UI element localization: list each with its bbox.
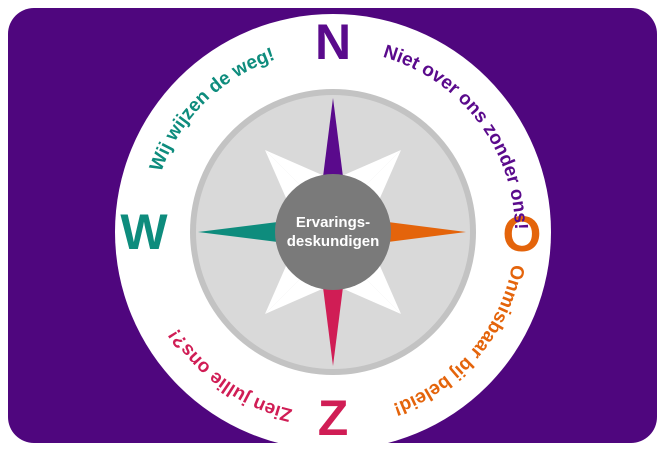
west-letter: W [120,204,168,260]
center-line-2: deskundigen [287,233,380,250]
center-line-1: Ervarings- [296,214,370,231]
page: Ervarings- deskundigen N O Z W Niet over… [0,0,665,451]
center-circle [275,174,391,290]
compass-graphic: Ervarings- deskundigen N O Z W Niet over… [0,0,665,451]
south-letter: Z [318,390,349,446]
north-letter: N [315,14,351,70]
